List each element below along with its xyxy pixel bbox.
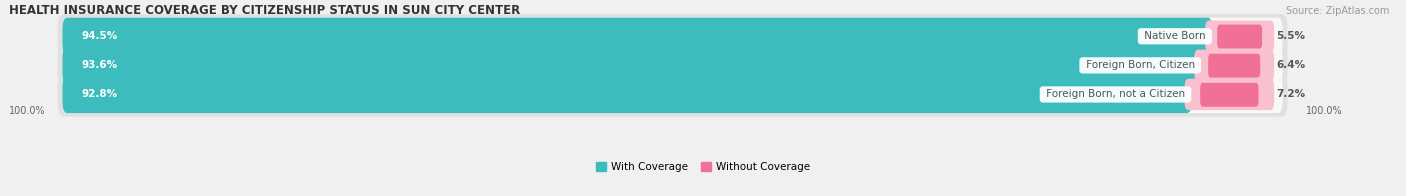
Text: Foreign Born, Citizen: Foreign Born, Citizen [1083, 60, 1198, 70]
Text: 93.6%: 93.6% [82, 60, 118, 70]
Text: 100.0%: 100.0% [1306, 106, 1343, 116]
Text: 94.5%: 94.5% [82, 31, 118, 41]
FancyBboxPatch shape [58, 72, 1288, 117]
Text: Foreign Born, not a Citizen: Foreign Born, not a Citizen [1043, 89, 1188, 99]
FancyBboxPatch shape [1208, 54, 1260, 78]
FancyBboxPatch shape [58, 43, 1288, 87]
FancyBboxPatch shape [62, 76, 1192, 113]
FancyBboxPatch shape [62, 18, 1282, 55]
FancyBboxPatch shape [1194, 50, 1274, 81]
FancyBboxPatch shape [1201, 83, 1258, 107]
FancyBboxPatch shape [58, 14, 1288, 58]
Text: 100.0%: 100.0% [8, 106, 45, 116]
FancyBboxPatch shape [62, 47, 1202, 84]
Text: 6.4%: 6.4% [1277, 60, 1306, 70]
FancyBboxPatch shape [1205, 21, 1274, 52]
Legend: With Coverage, Without Coverage: With Coverage, Without Coverage [596, 162, 810, 172]
Text: Source: ZipAtlas.com: Source: ZipAtlas.com [1285, 6, 1389, 16]
FancyBboxPatch shape [62, 76, 1282, 113]
Text: HEALTH INSURANCE COVERAGE BY CITIZENSHIP STATUS IN SUN CITY CENTER: HEALTH INSURANCE COVERAGE BY CITIZENSHIP… [8, 4, 520, 17]
FancyBboxPatch shape [62, 18, 1212, 55]
Text: Native Born: Native Born [1140, 31, 1209, 41]
Text: 92.8%: 92.8% [82, 89, 118, 99]
Text: 7.2%: 7.2% [1277, 89, 1306, 99]
Text: 5.5%: 5.5% [1277, 31, 1306, 41]
FancyBboxPatch shape [1184, 79, 1274, 110]
FancyBboxPatch shape [62, 47, 1282, 84]
FancyBboxPatch shape [1218, 25, 1263, 48]
